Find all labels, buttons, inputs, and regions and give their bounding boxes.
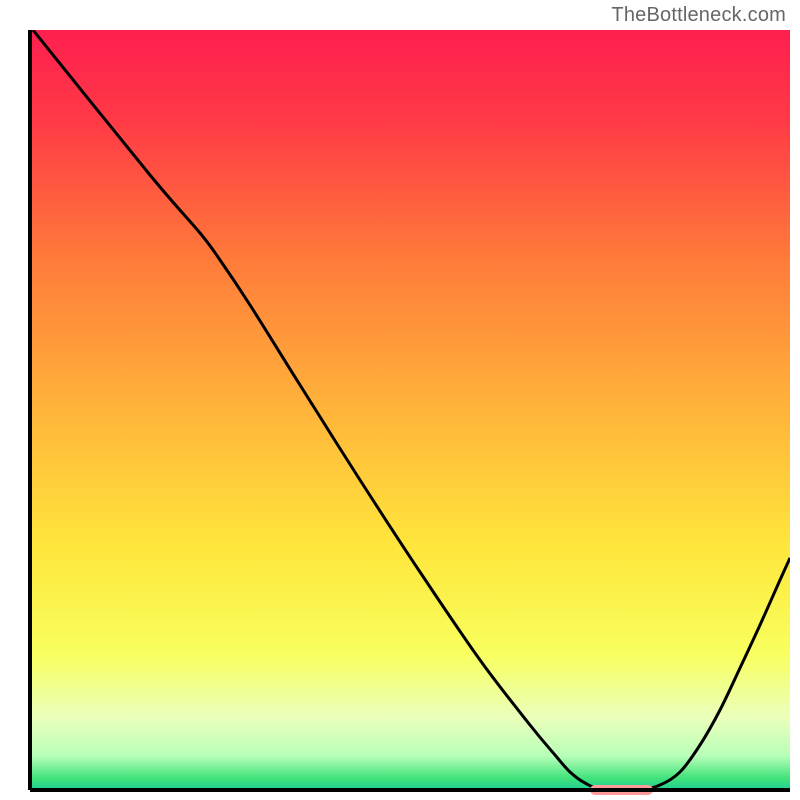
chart-container: TheBottleneck.com bbox=[0, 0, 800, 800]
bottleneck-chart bbox=[0, 0, 800, 800]
gradient-background bbox=[30, 30, 790, 790]
